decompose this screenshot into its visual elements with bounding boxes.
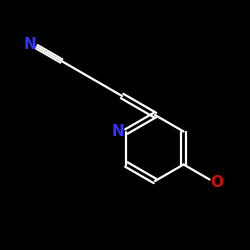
Text: O: O [210,175,223,190]
Text: N: N [23,37,36,52]
Text: N: N [112,124,125,139]
